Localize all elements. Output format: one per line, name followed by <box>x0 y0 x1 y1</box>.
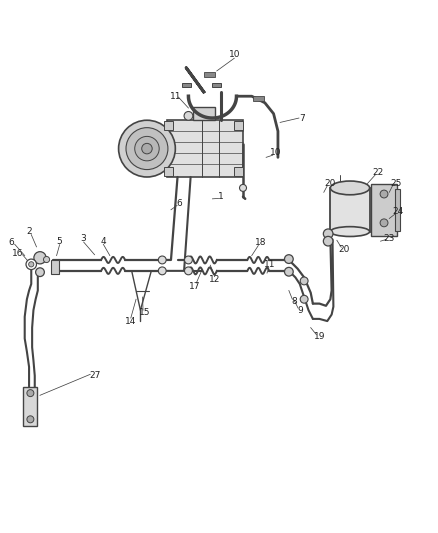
Text: 6: 6 <box>177 199 183 208</box>
Circle shape <box>380 190 388 198</box>
Text: 10: 10 <box>270 149 282 157</box>
Text: 3: 3 <box>81 235 87 244</box>
Circle shape <box>119 120 175 177</box>
Text: 1: 1 <box>218 192 224 201</box>
Text: 22: 22 <box>373 168 384 177</box>
Text: 8: 8 <box>291 297 297 306</box>
Text: 23: 23 <box>384 233 395 243</box>
Circle shape <box>184 111 193 120</box>
Bar <box>182 83 191 87</box>
Text: 16: 16 <box>11 249 23 258</box>
Text: 25: 25 <box>390 179 402 188</box>
Bar <box>253 96 264 101</box>
Bar <box>164 121 173 130</box>
Circle shape <box>285 255 293 263</box>
Bar <box>234 121 243 130</box>
Text: 20: 20 <box>325 179 336 188</box>
Circle shape <box>34 252 46 264</box>
Bar <box>330 188 370 231</box>
Bar <box>23 386 37 426</box>
Text: 2: 2 <box>26 227 32 236</box>
Text: 11: 11 <box>170 92 181 101</box>
Circle shape <box>28 262 34 267</box>
Ellipse shape <box>330 227 370 237</box>
Circle shape <box>380 219 388 227</box>
Circle shape <box>142 143 152 154</box>
Text: 7: 7 <box>299 114 305 123</box>
Circle shape <box>35 268 44 277</box>
Circle shape <box>135 136 159 161</box>
Text: 17: 17 <box>189 281 201 290</box>
Bar <box>212 83 221 87</box>
Circle shape <box>323 236 333 246</box>
Circle shape <box>300 295 308 303</box>
Circle shape <box>240 184 247 191</box>
Circle shape <box>184 267 192 275</box>
Bar <box>164 167 173 176</box>
Bar <box>395 189 400 231</box>
Text: 12: 12 <box>209 275 220 284</box>
Circle shape <box>27 390 34 397</box>
Circle shape <box>43 256 49 263</box>
Bar <box>166 120 243 177</box>
Bar <box>371 183 397 236</box>
Bar <box>193 107 215 120</box>
Text: 24: 24 <box>392 207 404 216</box>
Circle shape <box>184 256 192 264</box>
Circle shape <box>158 256 166 264</box>
Circle shape <box>158 267 166 275</box>
Circle shape <box>126 128 168 169</box>
Bar <box>204 72 215 77</box>
Circle shape <box>300 277 308 285</box>
Text: 5: 5 <box>57 237 63 246</box>
Text: 4: 4 <box>100 237 106 246</box>
Text: 11: 11 <box>265 260 276 269</box>
Text: 19: 19 <box>314 332 325 341</box>
Circle shape <box>285 268 293 276</box>
Text: 10: 10 <box>229 50 240 59</box>
Text: 18: 18 <box>255 238 266 247</box>
Circle shape <box>323 229 333 239</box>
Text: 9: 9 <box>297 305 303 314</box>
Bar <box>234 167 243 176</box>
Circle shape <box>26 259 36 270</box>
Ellipse shape <box>330 181 370 195</box>
Bar <box>51 260 59 274</box>
Text: 27: 27 <box>89 371 100 380</box>
Text: 14: 14 <box>125 317 137 326</box>
Circle shape <box>27 416 34 423</box>
Text: 6: 6 <box>9 238 14 247</box>
Text: 20: 20 <box>339 245 350 254</box>
Text: 15: 15 <box>139 308 151 317</box>
